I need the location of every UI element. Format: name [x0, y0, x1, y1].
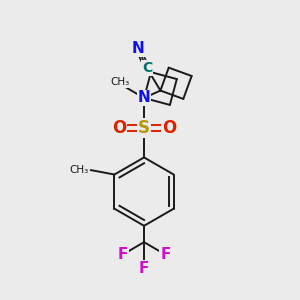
Text: F: F [160, 247, 171, 262]
Text: F: F [118, 247, 128, 262]
Text: N: N [138, 91, 150, 106]
Text: O: O [112, 119, 126, 137]
Text: O: O [162, 119, 176, 137]
Text: CH₃: CH₃ [69, 165, 88, 175]
Text: S: S [138, 119, 150, 137]
Text: N: N [132, 41, 145, 56]
Text: C: C [142, 61, 152, 75]
Text: F: F [139, 261, 149, 276]
Text: CH₃: CH₃ [110, 77, 129, 87]
